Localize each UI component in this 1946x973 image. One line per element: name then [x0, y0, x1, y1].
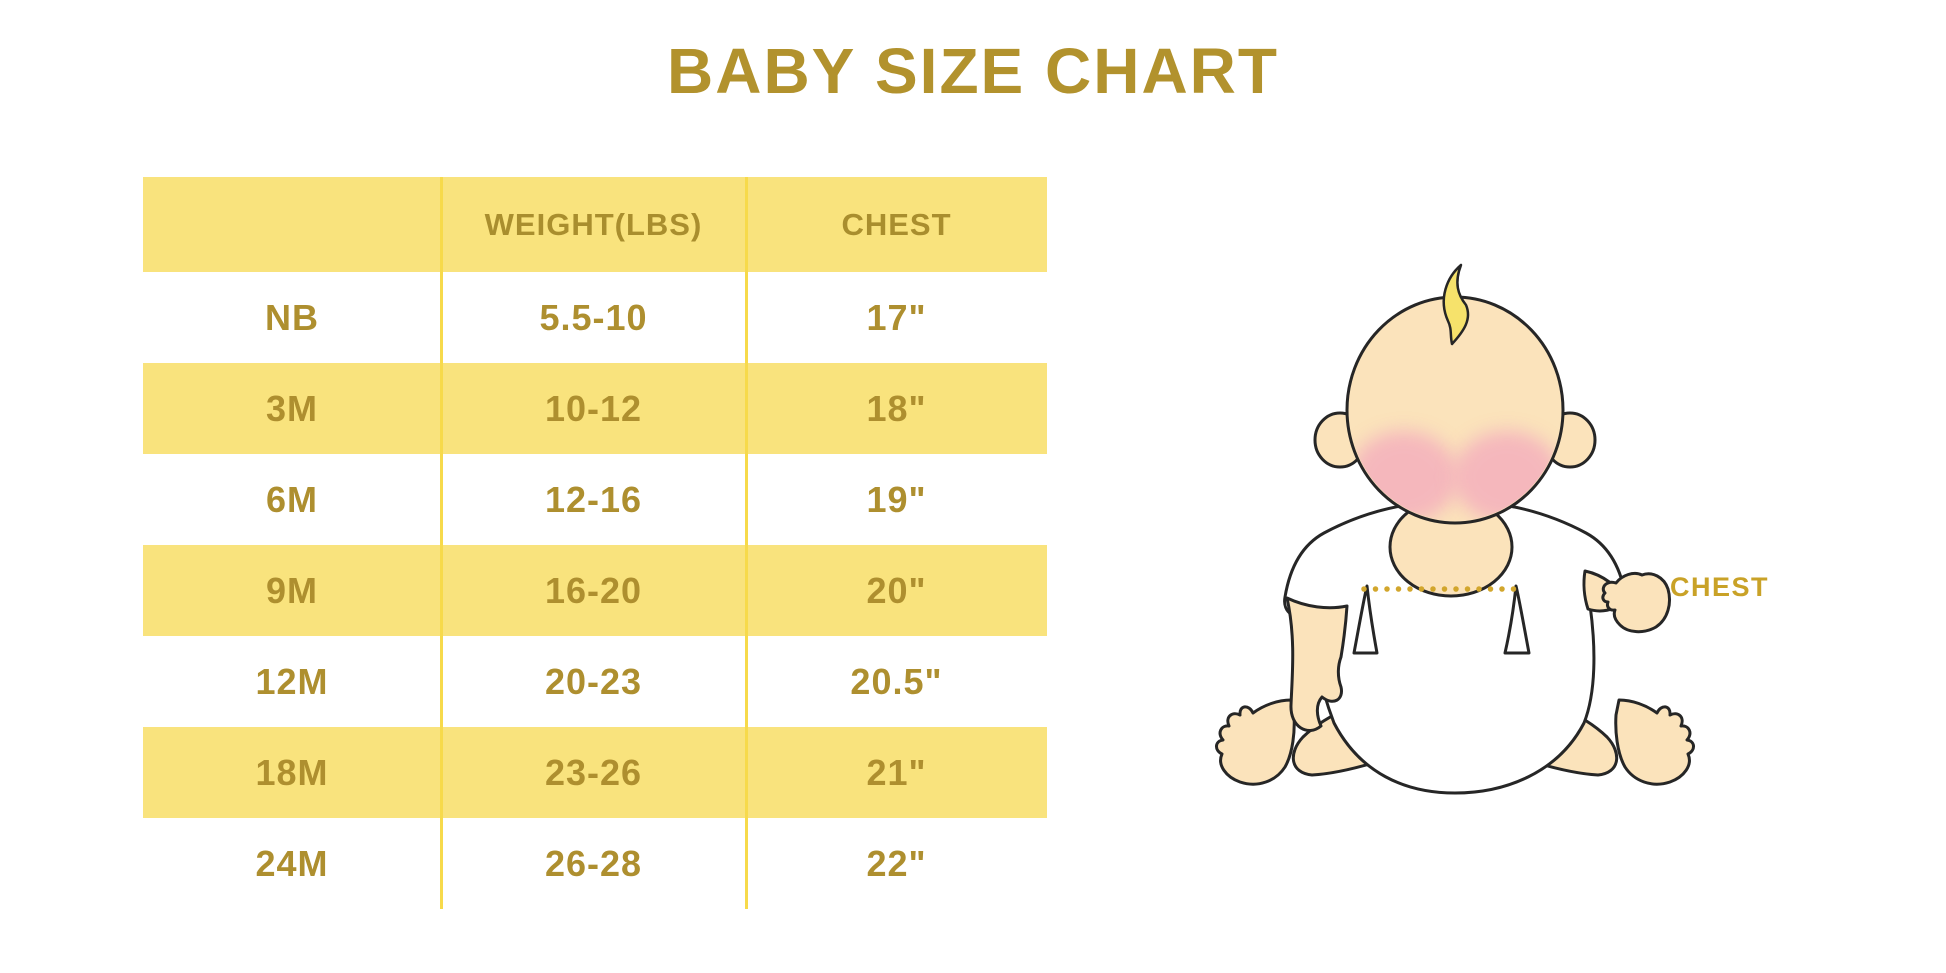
chest-cell: 22" [866, 842, 927, 884]
weight-cell: 23-26 [544, 751, 643, 793]
column-divider [440, 177, 443, 909]
size-cell: 12M [255, 660, 329, 702]
baby-left-arm [1285, 596, 1349, 732]
baby-illustration [1215, 263, 1695, 795]
header-size-cell [143, 177, 441, 272]
table-row: 3M 10-12 18" [143, 363, 1047, 454]
size-cell: NB [265, 296, 319, 338]
size-cell: 18M [255, 751, 329, 793]
header-chest-cell: CHEST [841, 206, 952, 242]
chest-cell: 21" [866, 751, 927, 793]
weight-cell: 16-20 [544, 569, 643, 611]
chest-cell: 20.5" [850, 660, 943, 702]
weight-cell: 20-23 [544, 660, 643, 702]
header-weight-cell: WEIGHT(LBS) [484, 206, 703, 242]
baby-right-foot [1614, 698, 1695, 786]
weight-cell: 12-16 [544, 478, 643, 520]
weight-cell: 26-28 [544, 842, 643, 884]
baby-right-arm [1582, 569, 1671, 634]
chest-cell: 18" [866, 387, 927, 429]
table-header-row: WEIGHT(LBS) CHEST [143, 177, 1047, 272]
table-row: 18M 23-26 21" [143, 727, 1047, 818]
baby-left-foot [1215, 698, 1296, 786]
size-cell: 6M [265, 478, 318, 520]
table-row: 9M 16-20 20" [143, 545, 1047, 636]
weight-cell: 5.5-10 [539, 296, 648, 338]
chest-cell: 19" [866, 478, 927, 520]
table-body: NB 5.5-10 17" 3M 10-12 18" 6M 12-16 19" … [143, 272, 1047, 909]
chest-cell: 17" [866, 296, 927, 338]
baby-hair-curl [1442, 263, 1470, 346]
size-cell: 3M [265, 387, 318, 429]
table-row: 6M 12-16 19" [143, 454, 1047, 545]
size-table: WEIGHT(LBS) CHEST NB 5.5-10 17" 3M 10-12… [143, 177, 1047, 909]
baby-shirt [1283, 499, 1627, 795]
table-row: NB 5.5-10 17" [143, 272, 1047, 363]
weight-cell: 10-12 [544, 387, 643, 429]
page-title: BABY SIZE CHART [667, 35, 1279, 107]
size-cell: 9M [265, 569, 318, 611]
chest-cell: 20" [866, 569, 927, 611]
size-cell: 24M [255, 842, 329, 884]
column-divider [745, 177, 748, 909]
chest-label: CHEST [1670, 572, 1770, 602]
table-row: 24M 26-28 22" [143, 818, 1047, 909]
table-row: 12M 20-23 20.5" [143, 636, 1047, 727]
